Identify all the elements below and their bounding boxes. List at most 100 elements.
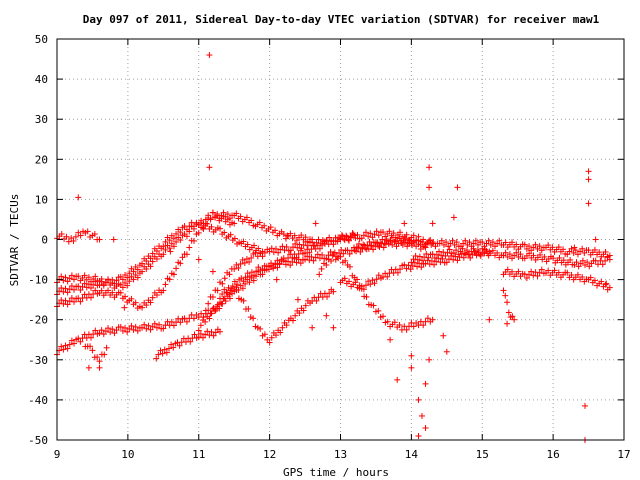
- data-point: [268, 260, 275, 267]
- data-point: [584, 259, 591, 266]
- data-point: [290, 244, 297, 251]
- data-point: [428, 257, 435, 264]
- data-point: [209, 209, 216, 216]
- data-point: [191, 237, 198, 244]
- data-point: [71, 286, 78, 293]
- data-point: [358, 244, 365, 251]
- data-point: [170, 235, 177, 242]
- data-point: [177, 260, 184, 267]
- data-point: [88, 294, 95, 301]
- data-point: [103, 344, 110, 351]
- y-tick-label: 30: [35, 113, 48, 126]
- data-point: [445, 256, 452, 263]
- data-point: [419, 239, 426, 246]
- data-point: [113, 327, 120, 334]
- data-point: [231, 265, 238, 272]
- data-point: [332, 234, 339, 241]
- data-point: [173, 238, 180, 245]
- data-point: [237, 213, 244, 220]
- data-point: [603, 280, 610, 287]
- data-point: [166, 245, 173, 252]
- data-point: [217, 295, 224, 302]
- data-point: [206, 164, 213, 171]
- data-point: [109, 289, 116, 296]
- data-point: [195, 229, 202, 236]
- data-point: [358, 283, 365, 290]
- data-point: [195, 327, 202, 334]
- data-point: [173, 265, 180, 272]
- data-points: [54, 52, 613, 443]
- y-tick-label: 0: [41, 234, 48, 247]
- data-point: [420, 322, 427, 329]
- data-point: [206, 332, 213, 339]
- data-point: [549, 244, 556, 251]
- data-point: [149, 294, 156, 301]
- data-point: [319, 251, 326, 258]
- data-point: [426, 237, 433, 244]
- data-point: [204, 328, 211, 335]
- data-point: [179, 254, 186, 261]
- data-point: [64, 345, 71, 352]
- data-point: [415, 237, 422, 244]
- data-point: [401, 220, 408, 227]
- data-point: [418, 264, 425, 271]
- data-point: [454, 184, 461, 191]
- data-point: [147, 255, 154, 262]
- data-point: [390, 230, 397, 237]
- data-point: [71, 276, 78, 283]
- data-point: [567, 256, 574, 263]
- data-point: [294, 296, 301, 303]
- data-point: [415, 432, 422, 439]
- data-point: [279, 324, 286, 331]
- data-point: [296, 241, 303, 248]
- data-point: [579, 245, 586, 252]
- data-point: [446, 246, 453, 253]
- data-point: [371, 231, 378, 238]
- data-point: [111, 330, 118, 337]
- data-point: [165, 345, 172, 352]
- data-point: [119, 276, 126, 283]
- data-point: [224, 211, 231, 218]
- data-point: [212, 308, 219, 315]
- data-point: [237, 260, 244, 267]
- data-point: [429, 220, 436, 227]
- data-point: [219, 300, 226, 307]
- data-point: [300, 307, 307, 314]
- data-point: [341, 235, 348, 242]
- data-point: [212, 306, 219, 313]
- data-point: [362, 245, 369, 252]
- data-point: [363, 293, 370, 300]
- data-point: [231, 220, 238, 227]
- data-point: [272, 227, 279, 234]
- data-point: [396, 321, 403, 328]
- y-tick-label: -40: [28, 394, 48, 407]
- data-point: [336, 250, 343, 257]
- data-point: [602, 248, 609, 255]
- data-point: [355, 240, 362, 247]
- data-point: [92, 327, 99, 334]
- data-point: [217, 225, 224, 232]
- data-point: [342, 257, 349, 264]
- data-point: [208, 328, 215, 335]
- data-point: [143, 325, 150, 332]
- data-point: [98, 275, 105, 282]
- data-point: [231, 235, 238, 242]
- chart-title: Day 097 of 2011, Sidereal Day-to-day VTE…: [83, 13, 600, 26]
- data-point: [151, 320, 158, 327]
- data-point: [300, 242, 307, 249]
- data-point: [324, 293, 331, 300]
- data-point: [482, 246, 489, 253]
- data-point: [145, 322, 152, 329]
- data-point: [433, 251, 440, 258]
- data-point: [357, 248, 364, 255]
- data-point: [582, 402, 589, 409]
- data-point: [302, 302, 309, 309]
- data-point: [373, 276, 380, 283]
- data-point: [360, 286, 367, 293]
- data-point: [591, 246, 598, 253]
- y-tick-label: -10: [28, 274, 48, 287]
- x-tick-label: 16: [547, 448, 560, 461]
- data-point: [494, 249, 501, 256]
- data-point: [315, 236, 322, 243]
- data-point: [375, 232, 382, 239]
